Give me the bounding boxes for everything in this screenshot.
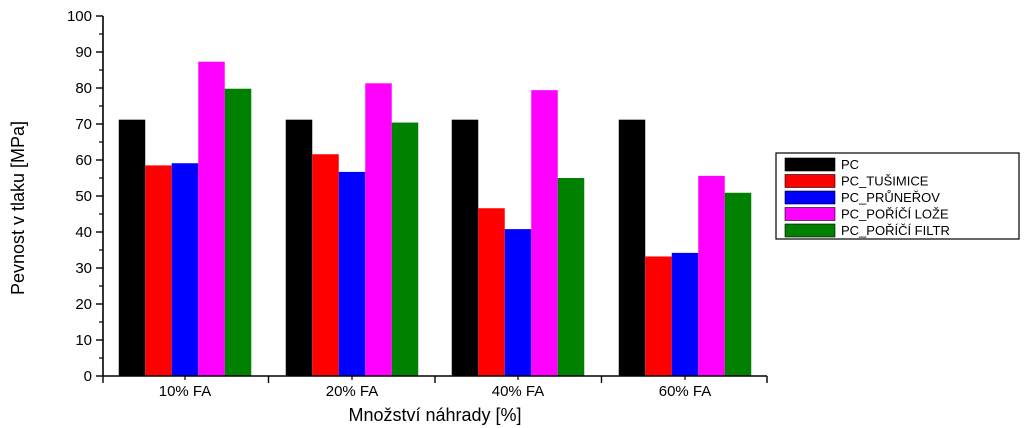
x-tick-label: 40% FA bbox=[492, 383, 545, 400]
bar-PC_PRŮNEŘOV-60% FA bbox=[671, 252, 699, 376]
y-tick-label: 70 bbox=[75, 116, 92, 133]
legend-swatch bbox=[784, 190, 836, 205]
legend-swatch bbox=[784, 207, 836, 221]
bar-PC_POŘÍČÍ LOŽE-60% FA bbox=[698, 175, 725, 376]
legend-label: PC_TUŠIMICE bbox=[841, 174, 929, 189]
bar-PC_TUŠIMICE-20% FA bbox=[312, 154, 339, 376]
legend-swatch bbox=[784, 174, 836, 188]
bar-PC_POŘÍČÍ FILTR-10% FA bbox=[224, 88, 252, 376]
bar-PC_TUŠIMICE-60% FA bbox=[645, 256, 672, 376]
y-tick-label: 50 bbox=[75, 188, 92, 205]
y-tick-label: 100 bbox=[67, 8, 92, 25]
bar-PC_POŘÍČÍ FILTR-20% FA bbox=[391, 122, 419, 376]
axes-group: 0 10 20 30 40 50 60 70 80 90 100 10% FA 20% FA 40% FA… bbox=[67, 8, 768, 400]
bar-PC_PRŮNEŘOV-40% FA bbox=[504, 229, 532, 376]
y-tick-label: 20 bbox=[75, 296, 92, 313]
y-tick-label: 60 bbox=[75, 152, 92, 169]
legend-swatch bbox=[784, 223, 836, 238]
legend-label: PC_POŘÍČÍ LOŽE bbox=[841, 207, 949, 222]
bar-PC_POŘÍČÍ FILTR-60% FA bbox=[724, 192, 752, 376]
x-tick-label: 60% FA bbox=[659, 383, 712, 400]
bar-PC_POŘÍČÍ LOŽE-10% FA bbox=[198, 61, 225, 376]
x-axis-title: Množství náhrady [%] bbox=[348, 405, 521, 425]
y-tick-label: 40 bbox=[75, 224, 92, 241]
legend-label: PC_POŘÍČÍ FILTR bbox=[841, 223, 950, 238]
bar-PC_PRŮNEŘOV-10% FA bbox=[171, 163, 199, 376]
y-tick-label: 80 bbox=[75, 80, 92, 97]
bar-PC-20% FA bbox=[285, 119, 313, 377]
bar-PC-40% FA bbox=[451, 119, 479, 377]
bar-PC_TUŠIMICE-10% FA bbox=[145, 165, 172, 376]
bar-PC-60% FA bbox=[618, 119, 646, 377]
y-tick-label: 10 bbox=[75, 332, 92, 349]
bar-PC-10% FA bbox=[118, 119, 146, 377]
bars-group bbox=[118, 61, 752, 377]
y-tick-label: 0 bbox=[84, 368, 92, 385]
legend-swatch bbox=[784, 157, 836, 172]
bar-PC_PRŮNEŘOV-20% FA bbox=[338, 171, 366, 376]
legend-label: PC bbox=[841, 157, 859, 172]
y-tick-label: 90 bbox=[75, 44, 92, 61]
bar-PC_POŘÍČÍ LOŽE-20% FA bbox=[365, 83, 392, 376]
y-tick-label: 30 bbox=[75, 260, 92, 277]
bar-PC_TUŠIMICE-40% FA bbox=[478, 208, 505, 376]
bar-PC_POŘÍČÍ FILTR-40% FA bbox=[557, 178, 585, 376]
y-axis-title: Pevnost v tlaku [MPa] bbox=[8, 121, 28, 295]
x-tick-label: 10% FA bbox=[159, 383, 212, 400]
legend-label: PC_PRŮNEŘOV bbox=[841, 190, 940, 205]
x-tick-label: 20% FA bbox=[326, 383, 379, 400]
bar-PC_POŘÍČÍ LOŽE-40% FA bbox=[531, 90, 558, 376]
